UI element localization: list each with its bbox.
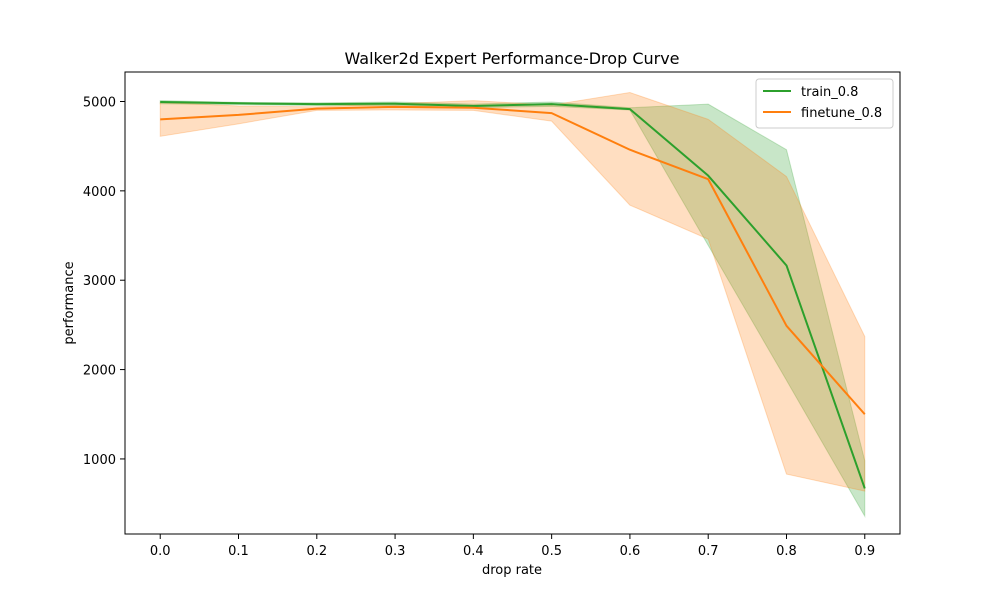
x-tick-label: 0.4 bbox=[463, 544, 484, 559]
y-tick-label: 1000 bbox=[83, 453, 116, 468]
series-line-finetune bbox=[160, 105, 866, 415]
x-tick-label: 0.2 bbox=[306, 544, 327, 559]
x-tick-label: 0.7 bbox=[698, 544, 719, 559]
confidence-bands bbox=[159, 92, 866, 518]
band-finetune bbox=[159, 92, 866, 492]
y-tick-label: 2000 bbox=[83, 364, 116, 379]
y-tick-label: 5000 bbox=[83, 95, 116, 110]
y-tick-label: 3000 bbox=[83, 274, 116, 289]
x-tick-label: 0.6 bbox=[620, 544, 641, 559]
y-axis-label: performance bbox=[62, 261, 77, 344]
x-tick-label: 0.5 bbox=[541, 544, 562, 559]
legend-label-finetune: finetune_0.8 bbox=[801, 106, 882, 121]
y-axis-ticks: 1000 2000 3000 4000 5000 bbox=[83, 95, 125, 468]
x-tick-label: 0.1 bbox=[228, 544, 249, 559]
plot-frame bbox=[124, 71, 901, 535]
x-tick-label: 0.0 bbox=[150, 544, 171, 559]
x-tick-label: 0.8 bbox=[776, 544, 797, 559]
x-tick-label: 0.3 bbox=[385, 544, 406, 559]
x-axis-ticks: 0.0 0.1 0.2 0.3 0.4 0.5 0.6 0.7 0.8 0.9 bbox=[150, 534, 875, 559]
series-lines bbox=[160, 100, 866, 489]
band-train bbox=[159, 100, 866, 518]
x-tick-label: 0.9 bbox=[854, 544, 875, 559]
chart-title: Walker2d Expert Performance-Drop Curve bbox=[344, 49, 679, 68]
legend-label-train: train_0.8 bbox=[801, 85, 858, 100]
series-line-train bbox=[160, 100, 866, 489]
x-axis-label: drop rate bbox=[482, 563, 542, 578]
legend: train_0.8 finetune_0.8 bbox=[755, 78, 894, 129]
y-tick-label: 4000 bbox=[83, 185, 116, 200]
